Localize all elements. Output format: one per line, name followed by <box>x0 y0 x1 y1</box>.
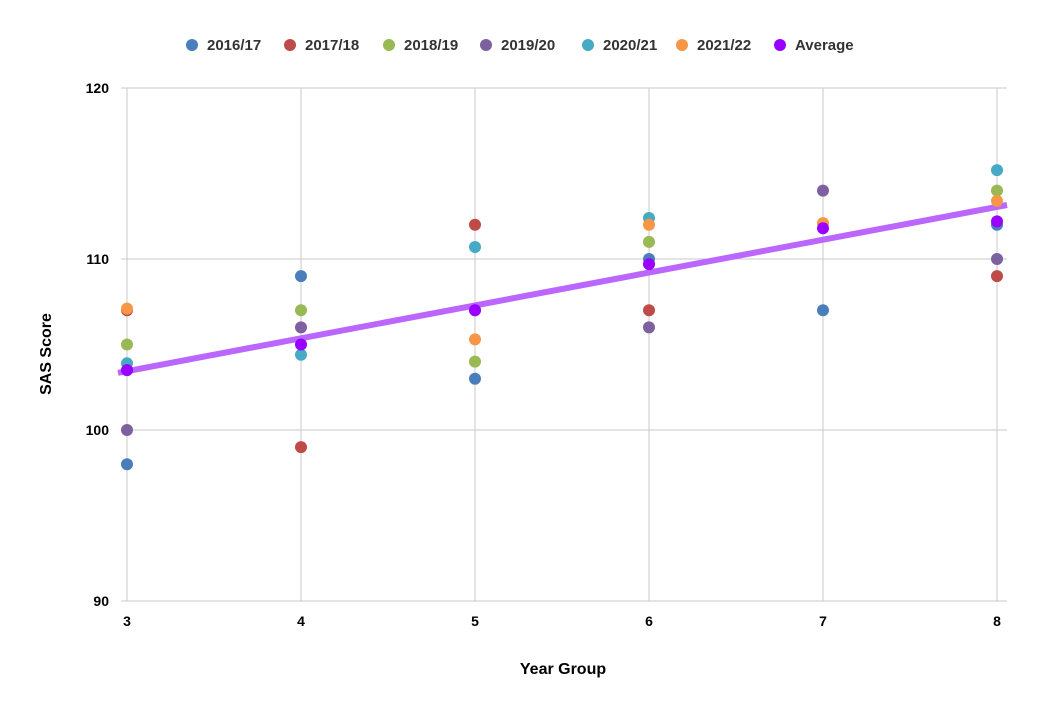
data-point <box>121 302 133 315</box>
x-tick-label: 7 <box>819 613 827 629</box>
legend: 2016/17 2017/18 2018/19 2019/20 2020/21 2021/… <box>186 37 854 54</box>
legend-label: 2017/18 <box>305 37 359 54</box>
data-point <box>469 218 481 231</box>
legend-marker <box>774 39 786 51</box>
data-point <box>121 458 133 471</box>
y-tick-label: 90 <box>93 593 109 609</box>
legend-label: 2018/19 <box>404 37 458 54</box>
legend-marker <box>383 39 395 51</box>
x-tick-label: 5 <box>471 613 479 629</box>
legend-marker <box>284 39 296 51</box>
y-tick-label: 120 <box>86 80 110 96</box>
trendline <box>117 202 1008 376</box>
data-point <box>991 184 1003 197</box>
data-point <box>469 333 481 346</box>
data-point <box>295 441 307 454</box>
data-points <box>121 164 1003 471</box>
data-point <box>643 258 655 271</box>
legend-label: 2021/22 <box>697 37 751 54</box>
legend-label: Average <box>795 37 854 54</box>
legend-label: 2020/21 <box>603 37 657 54</box>
legend-marker <box>676 39 688 51</box>
data-point <box>295 321 307 334</box>
legend-marker <box>480 39 492 51</box>
data-point <box>991 253 1003 265</box>
data-point <box>295 348 307 361</box>
y-axis-title: SAS Score <box>38 313 55 395</box>
data-point <box>295 270 307 283</box>
x-axis-title: Year Group <box>520 661 606 678</box>
data-point <box>643 235 655 248</box>
data-point <box>991 215 1003 228</box>
y-tick-label: 110 <box>86 251 109 267</box>
data-point <box>469 355 481 368</box>
data-point <box>469 241 481 254</box>
data-point <box>643 218 655 231</box>
data-point <box>991 194 1003 207</box>
legend-marker <box>582 39 594 51</box>
trendline-group <box>117 202 1008 376</box>
x-tick-label: 4 <box>297 613 305 629</box>
x-tick-label: 6 <box>645 613 653 629</box>
y-tick-label: 100 <box>86 422 110 438</box>
data-point <box>643 321 655 334</box>
data-point <box>121 338 133 351</box>
data-point <box>817 184 829 197</box>
legend-marker <box>186 39 198 51</box>
data-point <box>643 304 655 317</box>
data-point <box>991 270 1003 283</box>
data-point <box>121 364 133 377</box>
x-tick-label: 3 <box>123 613 131 629</box>
data-point <box>817 222 829 235</box>
data-point <box>295 338 307 351</box>
data-point <box>817 304 829 317</box>
y-tick-labels: 90 100 110 120 <box>86 80 110 609</box>
legend-label: 2016/17 <box>207 37 261 54</box>
x-tick-labels: 3 4 5 6 7 8 <box>123 613 1001 629</box>
data-point <box>121 424 133 436</box>
data-point <box>991 164 1003 177</box>
x-tick-label: 8 <box>993 613 1001 629</box>
data-point <box>295 304 307 317</box>
data-point <box>469 372 481 385</box>
data-point <box>469 304 481 317</box>
legend-label: 2019/20 <box>501 37 555 54</box>
